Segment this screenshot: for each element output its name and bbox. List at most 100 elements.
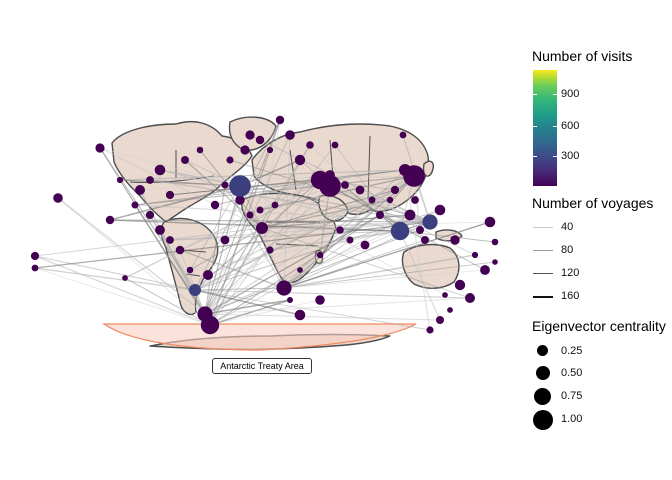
voyage-route bbox=[204, 185, 241, 315]
voyage-route bbox=[134, 169, 406, 206]
port-node bbox=[210, 200, 220, 210]
port-node bbox=[271, 201, 279, 209]
hub-port-node bbox=[189, 284, 201, 296]
colorbar-tick-900 bbox=[533, 94, 537, 95]
voyage-route bbox=[209, 214, 411, 326]
voyage-route bbox=[34, 267, 211, 326]
voyages-label-120: 120 bbox=[561, 267, 580, 279]
japan bbox=[422, 160, 434, 177]
voyage-route bbox=[194, 287, 285, 291]
hub-port-node bbox=[276, 280, 292, 296]
voyage-route bbox=[261, 119, 281, 229]
voyage-route bbox=[209, 299, 321, 326]
port-node bbox=[155, 225, 165, 235]
voyage-route bbox=[57, 197, 211, 326]
voyage-route bbox=[194, 184, 346, 291]
voyage-route bbox=[99, 147, 241, 187]
port-node bbox=[221, 181, 229, 189]
visits-legend-title: Number of visits bbox=[532, 48, 633, 64]
colorbar-tick-900-right bbox=[553, 94, 557, 95]
voyage-route bbox=[34, 221, 431, 269]
antarctic-treaty-area-label: Antarctic Treaty Area bbox=[212, 358, 312, 374]
port-node bbox=[346, 236, 354, 244]
voyage-route bbox=[404, 169, 431, 331]
port-node bbox=[426, 326, 434, 334]
centrality-key-0-50 bbox=[535, 366, 550, 380]
port-node bbox=[404, 209, 416, 221]
voyage-routes bbox=[34, 119, 496, 331]
port-node bbox=[355, 185, 365, 195]
port-node bbox=[53, 193, 63, 203]
voyage-route bbox=[319, 185, 331, 256]
centrality-key-0-75 bbox=[534, 388, 551, 405]
port-node bbox=[471, 251, 479, 259]
port-node bbox=[145, 210, 155, 220]
colorbar-tick-600-right bbox=[553, 126, 557, 127]
port-node bbox=[166, 236, 174, 244]
port-node bbox=[411, 196, 419, 204]
port-node bbox=[306, 141, 314, 149]
port-node bbox=[390, 185, 400, 195]
port-node bbox=[131, 201, 139, 209]
voyage-route bbox=[189, 185, 241, 271]
port-node bbox=[386, 196, 394, 204]
colorbar-tick-300-right bbox=[553, 156, 557, 157]
port-node bbox=[175, 245, 185, 255]
voyages-key-40 bbox=[533, 227, 553, 228]
hub-port-node bbox=[319, 175, 341, 197]
port-node bbox=[245, 130, 255, 140]
voyage-route bbox=[194, 179, 321, 291]
port-node bbox=[31, 264, 39, 272]
port-node bbox=[226, 156, 234, 164]
voyage-route bbox=[109, 219, 431, 223]
hub-port-node bbox=[256, 222, 268, 234]
port-node bbox=[315, 295, 325, 305]
centrality-legend-title: Eigenvector centrality bbox=[532, 318, 666, 334]
hub-port-node bbox=[422, 214, 438, 230]
voyage-route bbox=[269, 230, 401, 251]
voyage-route bbox=[99, 147, 263, 229]
voyage-route bbox=[261, 199, 391, 229]
port-node bbox=[285, 130, 295, 140]
centrality-key-0-25 bbox=[537, 345, 548, 356]
port-node bbox=[360, 240, 370, 250]
voyage-route bbox=[139, 169, 406, 191]
centrality-label-0-50: 0.50 bbox=[561, 367, 583, 379]
port-node bbox=[186, 266, 194, 274]
voyage-route bbox=[124, 179, 321, 279]
hub-port-node bbox=[229, 175, 251, 197]
port-node bbox=[240, 145, 250, 155]
centrality-key-1-00 bbox=[532, 410, 553, 430]
voyage-route bbox=[399, 230, 441, 321]
port-node bbox=[297, 267, 303, 273]
voyage-route bbox=[179, 249, 285, 289]
voyage-route bbox=[194, 289, 301, 316]
port-node bbox=[436, 316, 444, 324]
voyage-route bbox=[169, 221, 431, 241]
port-node bbox=[266, 246, 274, 254]
port-node bbox=[246, 211, 254, 219]
antarctic-treaty-area bbox=[102, 323, 417, 351]
voyages-label-80: 80 bbox=[561, 244, 574, 256]
visits-label-300: 300 bbox=[561, 150, 580, 162]
voyage-route bbox=[179, 185, 331, 251]
voyage-route bbox=[194, 289, 431, 331]
hub-port-node bbox=[399, 164, 411, 176]
port-node bbox=[376, 211, 384, 219]
voyage-route bbox=[194, 175, 415, 291]
colorbar-tick-600 bbox=[533, 126, 537, 127]
port-node bbox=[450, 235, 460, 245]
port-node bbox=[434, 204, 446, 216]
centrality-label-1-00: 1.00 bbox=[561, 413, 583, 425]
voyages-label-40: 40 bbox=[561, 221, 574, 233]
voyage-route bbox=[34, 267, 196, 291]
voyage-route bbox=[204, 144, 336, 315]
voyage-route bbox=[224, 184, 285, 289]
voyages-legend-title: Number of voyages bbox=[532, 195, 654, 211]
voyage-route bbox=[204, 119, 281, 315]
port-node bbox=[287, 297, 293, 303]
voyage-route bbox=[34, 255, 211, 326]
voyage-route bbox=[261, 227, 471, 299]
port-node bbox=[105, 215, 115, 225]
